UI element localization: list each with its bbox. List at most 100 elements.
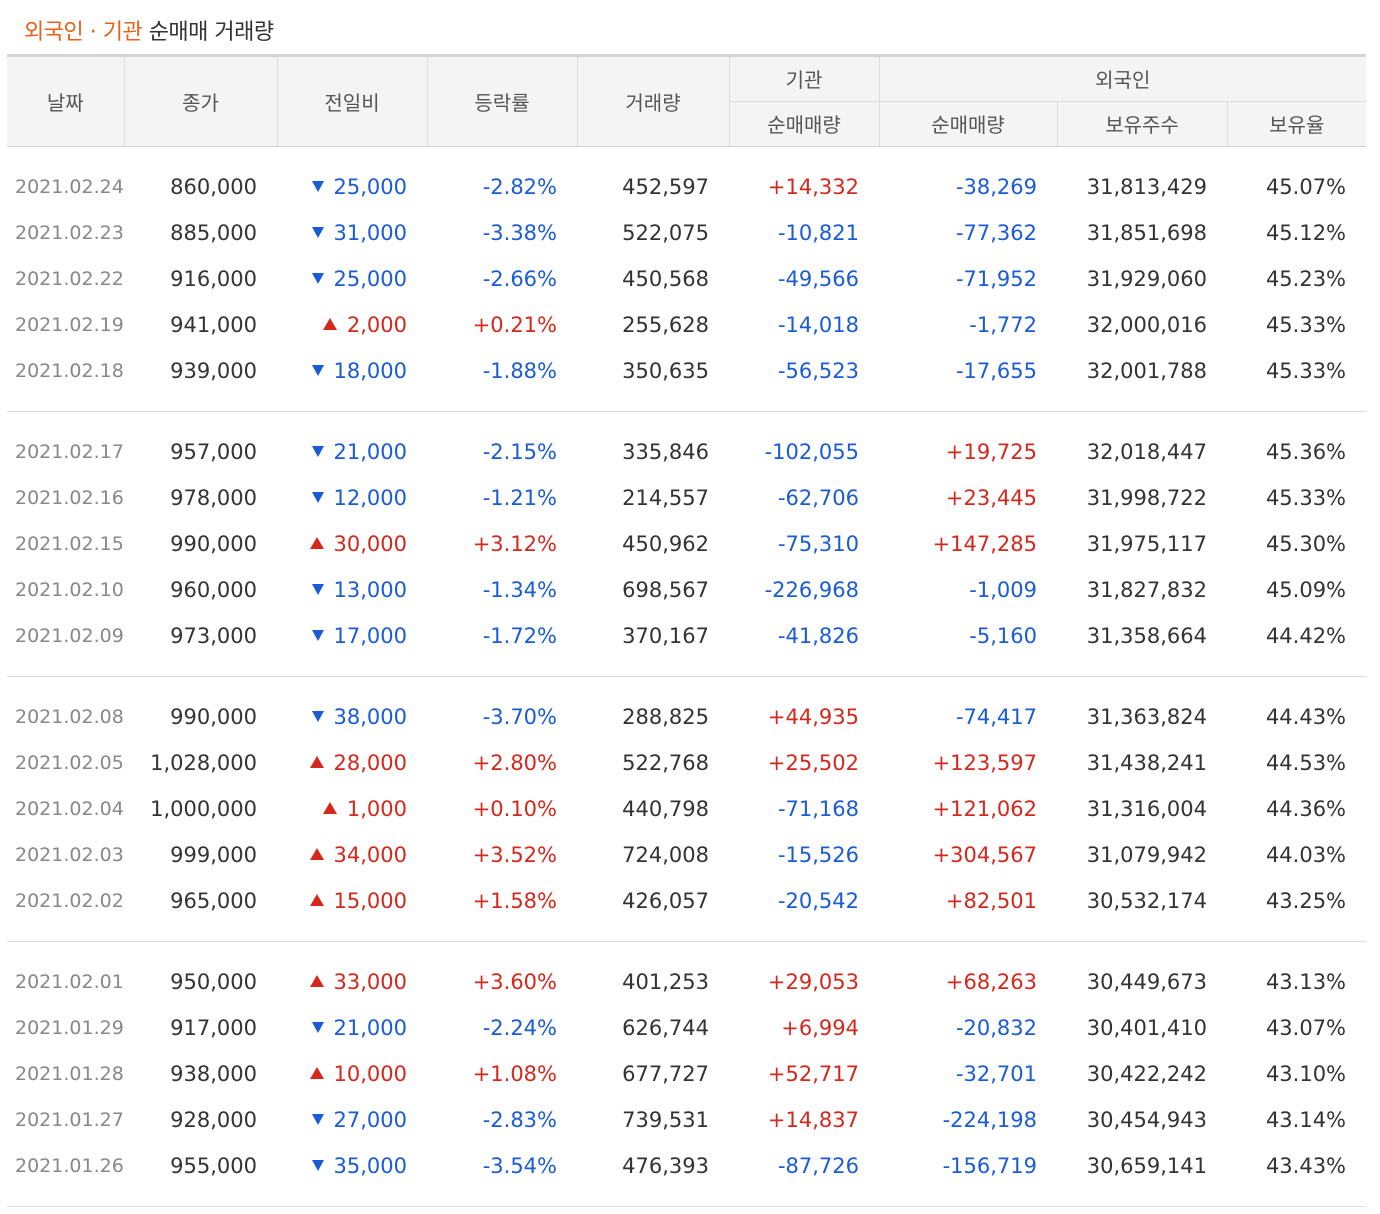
group-divider bbox=[7, 1206, 1367, 1207]
header-date[interactable]: 날짜 bbox=[7, 54, 124, 147]
change-value: 25,000 bbox=[333, 175, 407, 199]
cell-institution-net: +25,502 bbox=[767, 751, 859, 775]
cell-close: 1,028,000 bbox=[150, 751, 257, 775]
trading-volume-table: 날짜 종가 전일비 등락률 거래량 기관 외국인 순매매량 순매매량 보유주수 … bbox=[7, 54, 1367, 1207]
cell-foreign-ratio: 45.30% bbox=[1265, 532, 1347, 556]
cell-foreign-net: -77,362 bbox=[955, 221, 1037, 245]
cell-close: 939,000 bbox=[170, 359, 257, 383]
arrow-down-icon bbox=[311, 364, 324, 376]
cell-foreign-shares: 30,422,242 bbox=[1086, 1062, 1207, 1086]
cell-volume: 739,531 bbox=[622, 1108, 709, 1132]
table-row: 2021.02.01 950,000 33,000 +3.60% 401,253 +29,… bbox=[7, 959, 1366, 1005]
header-foreign-shares[interactable]: 보유주수 bbox=[1056, 100, 1227, 147]
cell-foreign-ratio: 45.33% bbox=[1265, 313, 1347, 337]
table-row: 2021.02.19 941,000 2,000 +0.21% 255,628 -14,0… bbox=[7, 302, 1366, 348]
cell-date: 2021.01.27 bbox=[15, 1109, 124, 1131]
header-foreign-ratio[interactable]: 보유율 bbox=[1226, 100, 1367, 147]
table-row: 2021.01.28 938,000 10,000 +1.08% 677,727 +52,… bbox=[7, 1051, 1366, 1097]
cell-rate: -2.82% bbox=[482, 175, 557, 199]
header-institution: 기관 bbox=[728, 54, 879, 101]
cell-foreign-net: -1,009 bbox=[969, 578, 1037, 602]
cell-date: 2021.02.05 bbox=[15, 752, 124, 774]
cell-foreign-shares: 32,001,788 bbox=[1086, 359, 1207, 383]
cell-close: 885,000 bbox=[170, 221, 257, 245]
cell-rate: -1.88% bbox=[482, 359, 557, 383]
cell-change: 12,000 bbox=[277, 475, 427, 521]
table-row: 2021.02.23 885,000 31,000 -3.38% 522,075 -10,… bbox=[7, 210, 1366, 256]
change-value: 21,000 bbox=[333, 1016, 407, 1040]
cell-institution-net: +6,994 bbox=[781, 1016, 859, 1040]
cell-change: 33,000 bbox=[277, 959, 427, 1005]
table-row: 2021.02.24 860,000 25,000 -2.82% 452,597 +14,… bbox=[7, 164, 1366, 210]
header-change[interactable]: 전일비 bbox=[276, 54, 427, 147]
cell-volume: 426,057 bbox=[622, 889, 709, 913]
cell-volume: 522,768 bbox=[622, 751, 709, 775]
cell-foreign-shares: 31,358,664 bbox=[1086, 624, 1207, 648]
title-rest: 순매매 거래량 bbox=[148, 20, 274, 45]
table-row: 2021.02.03 999,000 34,000 +3.52% 724,008 -15,… bbox=[7, 832, 1366, 878]
table-body: 2021.02.24 860,000 25,000 -2.82% 452,597 +14,… bbox=[7, 147, 1367, 1207]
header-volume[interactable]: 거래량 bbox=[576, 54, 729, 147]
table-row: 2021.02.02 965,000 15,000 +1.58% 426,057 -20,… bbox=[7, 878, 1366, 924]
cell-volume: 476,393 bbox=[622, 1154, 709, 1178]
table-row: 2021.01.26 955,000 35,000 -3.54% 476,393 -87,… bbox=[7, 1143, 1366, 1189]
header-rate[interactable]: 등락률 bbox=[426, 54, 577, 147]
cell-rate: -2.15% bbox=[482, 440, 557, 464]
change-value: 2,000 bbox=[346, 313, 407, 337]
cell-foreign-shares: 30,454,943 bbox=[1086, 1108, 1207, 1132]
header-close[interactable]: 종가 bbox=[123, 54, 277, 147]
cell-institution-net: -56,523 bbox=[777, 359, 859, 383]
cell-institution-net: -71,168 bbox=[777, 797, 859, 821]
change-value: 13,000 bbox=[333, 578, 407, 602]
cell-institution-net: -14,018 bbox=[777, 313, 859, 337]
cell-volume: 335,846 bbox=[622, 440, 709, 464]
cell-foreign-net: -224,198 bbox=[942, 1108, 1037, 1132]
table-row: 2021.02.16 978,000 12,000 -1.21% 214,557 -62,… bbox=[7, 475, 1366, 521]
table-row: 2021.02.08 990,000 38,000 -3.70% 288,825 +44,… bbox=[7, 694, 1366, 740]
cell-volume: 452,597 bbox=[622, 175, 709, 199]
cell-foreign-ratio: 44.43% bbox=[1265, 705, 1347, 729]
cell-foreign-ratio: 45.23% bbox=[1265, 267, 1347, 291]
group-spacer bbox=[7, 942, 1366, 959]
header-foreign-net[interactable]: 순매매량 bbox=[878, 100, 1057, 147]
cell-volume: 522,075 bbox=[622, 221, 709, 245]
cell-close: 928,000 bbox=[170, 1108, 257, 1132]
cell-institution-net: -49,566 bbox=[777, 267, 859, 291]
cell-foreign-shares: 30,659,141 bbox=[1086, 1154, 1207, 1178]
cell-foreign-ratio: 44.53% bbox=[1265, 751, 1347, 775]
change-value: 21,000 bbox=[333, 440, 407, 464]
cell-institution-net: -75,310 bbox=[777, 532, 859, 556]
cell-foreign-ratio: 43.10% bbox=[1265, 1062, 1347, 1086]
cell-change: 35,000 bbox=[277, 1143, 427, 1189]
table-row: 2021.01.29 917,000 21,000 -2.24% 626,744 +6,9… bbox=[7, 1005, 1366, 1051]
cell-foreign-ratio: 43.43% bbox=[1265, 1154, 1347, 1178]
cell-close: 1,000,000 bbox=[150, 797, 257, 821]
cell-rate: +3.60% bbox=[472, 970, 557, 994]
cell-date: 2021.02.24 bbox=[15, 176, 124, 198]
cell-date: 2021.01.28 bbox=[15, 1063, 124, 1085]
cell-date: 2021.02.04 bbox=[15, 798, 124, 820]
table-row: 2021.02.17 957,000 21,000 -2.15% 335,846 -102… bbox=[7, 429, 1366, 475]
cell-institution-net: +44,935 bbox=[767, 705, 859, 729]
cell-date: 2021.02.08 bbox=[15, 706, 124, 728]
cell-foreign-shares: 31,929,060 bbox=[1086, 267, 1207, 291]
cell-rate: -3.54% bbox=[482, 1154, 557, 1178]
cell-rate: +0.10% bbox=[472, 797, 557, 821]
cell-date: 2021.02.16 bbox=[15, 487, 124, 509]
cell-rate: +3.52% bbox=[472, 843, 557, 867]
cell-foreign-ratio: 43.13% bbox=[1265, 970, 1347, 994]
header-institution-net[interactable]: 순매매량 bbox=[728, 100, 879, 147]
cell-foreign-shares: 31,813,429 bbox=[1086, 175, 1207, 199]
cell-close: 973,000 bbox=[170, 624, 257, 648]
cell-close: 999,000 bbox=[170, 843, 257, 867]
cell-rate: -2.83% bbox=[482, 1108, 557, 1132]
change-value: 12,000 bbox=[333, 486, 407, 510]
cell-foreign-shares: 32,000,016 bbox=[1086, 313, 1207, 337]
cell-foreign-net: +82,501 bbox=[945, 889, 1037, 913]
cell-foreign-net: +147,285 bbox=[932, 532, 1037, 556]
cell-date: 2021.01.29 bbox=[15, 1017, 124, 1039]
cell-date: 2021.01.26 bbox=[15, 1155, 124, 1177]
cell-close: 941,000 bbox=[170, 313, 257, 337]
cell-institution-net: +14,837 bbox=[767, 1108, 859, 1132]
arrow-down-icon bbox=[311, 272, 324, 284]
